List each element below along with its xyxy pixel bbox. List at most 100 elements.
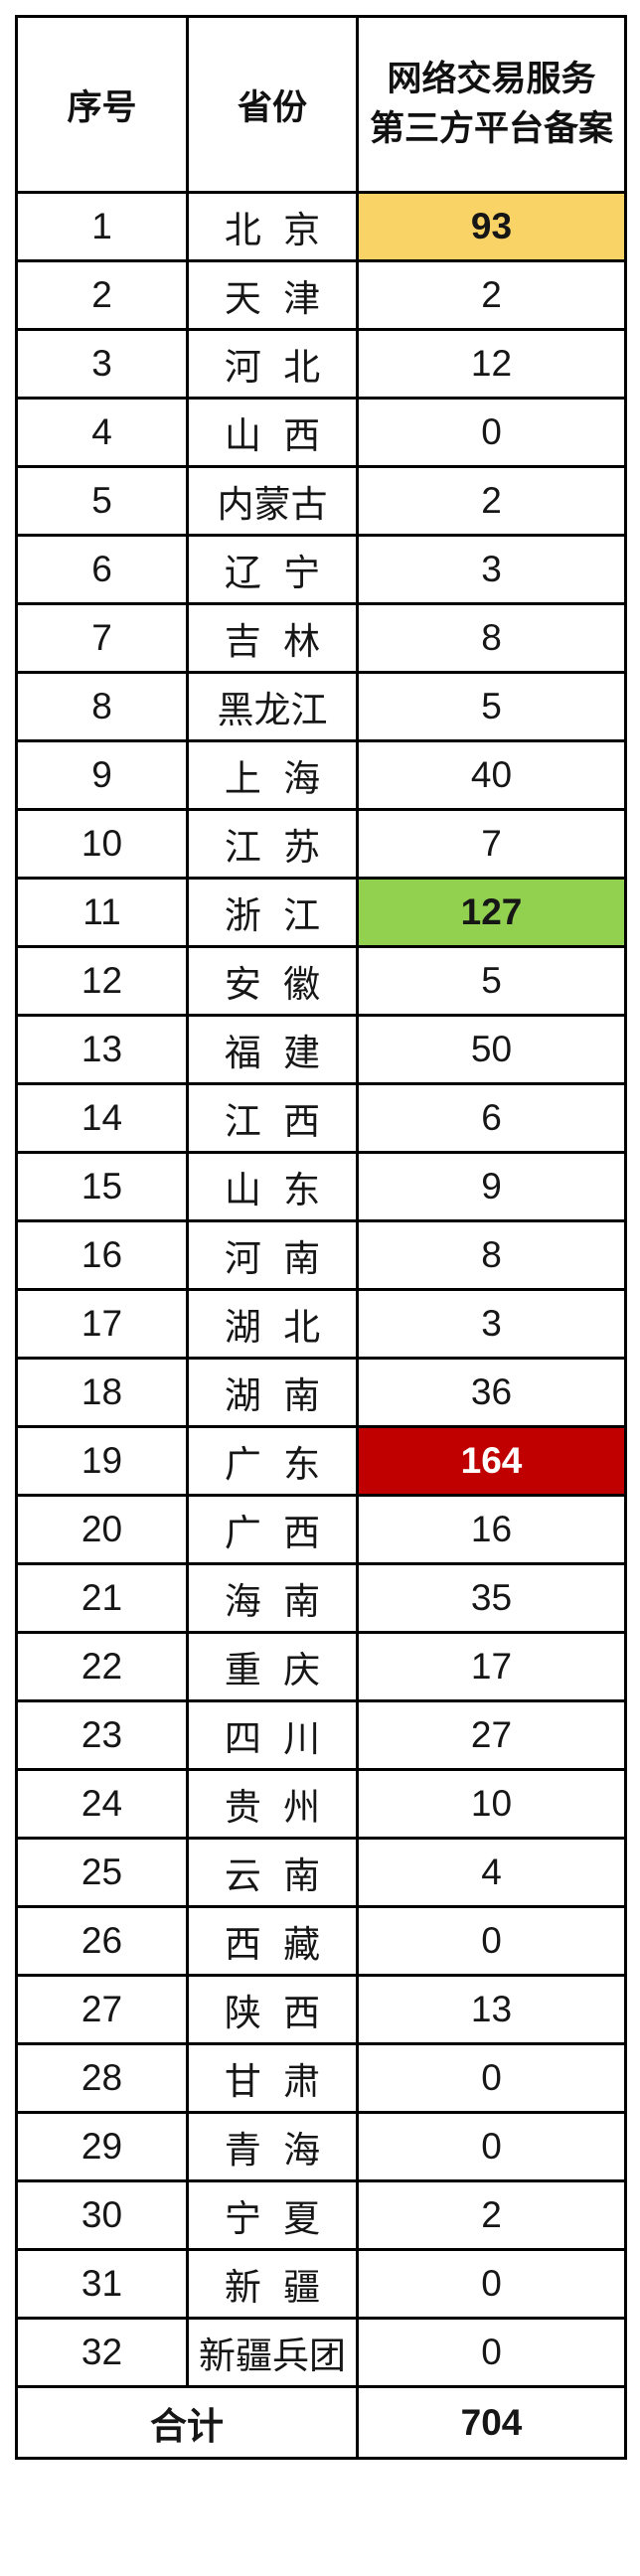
- table-row: 25 云 南 4: [15, 1837, 627, 1908]
- row-province: 上 海: [186, 739, 359, 811]
- row-province: 山 东: [186, 1151, 359, 1222]
- row-province: 安 徽: [186, 945, 359, 1017]
- total-row: 合计 704: [15, 2385, 627, 2460]
- row-province: 河 北: [186, 328, 359, 400]
- table-row: 15 山 东 9: [15, 1151, 627, 1222]
- total-label: 合计: [15, 2385, 359, 2460]
- row-province: 甘 肃: [186, 2042, 359, 2114]
- row-seq: 32: [15, 2317, 189, 2388]
- row-value: 5: [356, 671, 627, 742]
- row-seq: 28: [15, 2042, 189, 2114]
- row-seq: 3: [15, 328, 189, 400]
- table-row: 8 黑龙江 5: [15, 671, 627, 742]
- table-row: 2 天 津 2: [15, 259, 627, 331]
- row-province: 重 庆: [186, 1631, 359, 1702]
- row-value: 10: [356, 1768, 627, 1840]
- row-value: 8: [356, 1219, 627, 1291]
- col-header-filing-count: 网络交易服务 第三方平台备案: [356, 15, 627, 194]
- row-province: 江 苏: [186, 808, 359, 880]
- row-value: 9: [356, 1151, 627, 1222]
- row-seq: 7: [15, 602, 189, 674]
- row-province: 辽 宁: [186, 534, 359, 605]
- row-value: 17: [356, 1631, 627, 1702]
- row-value: 16: [356, 1494, 627, 1565]
- row-value: 4: [356, 1837, 627, 1908]
- row-value: 164: [356, 1425, 627, 1497]
- table-row: 19 广 东 164: [15, 1425, 627, 1497]
- row-seq: 5: [15, 465, 189, 537]
- table-row: 30 宁 夏 2: [15, 2179, 627, 2251]
- total-value: 704: [356, 2385, 627, 2460]
- row-province: 江 西: [186, 1082, 359, 1154]
- row-seq: 23: [15, 1699, 189, 1771]
- row-value: 127: [356, 877, 627, 948]
- row-province: 黑龙江: [186, 671, 359, 742]
- table-row: 23 四 川 27: [15, 1699, 627, 1771]
- row-province: 湖 北: [186, 1288, 359, 1360]
- row-province: 天 津: [186, 259, 359, 331]
- table-row: 29 青 海 0: [15, 2111, 627, 2182]
- row-value: 2: [356, 465, 627, 537]
- table-row: 27 陕 西 13: [15, 1974, 627, 2045]
- row-value: 0: [356, 2248, 627, 2320]
- table-row: 24 贵 州 10: [15, 1768, 627, 1840]
- row-seq: 8: [15, 671, 189, 742]
- row-value: 35: [356, 1562, 627, 1634]
- row-province: 云 南: [186, 1837, 359, 1908]
- province-filing-table: 序号 省份 网络交易服务 第三方平台备案 1 北 京 93 2 天 津 2 3 …: [15, 15, 627, 2460]
- row-province: 海 南: [186, 1562, 359, 1634]
- row-seq: 4: [15, 397, 189, 468]
- row-seq: 26: [15, 1905, 189, 1977]
- row-value: 3: [356, 534, 627, 605]
- row-seq: 13: [15, 1014, 189, 1085]
- row-province: 河 南: [186, 1219, 359, 1291]
- row-seq: 14: [15, 1082, 189, 1154]
- row-province: 陕 西: [186, 1974, 359, 2045]
- row-province: 广 东: [186, 1425, 359, 1497]
- row-seq: 2: [15, 259, 189, 331]
- table-body: 1 北 京 93 2 天 津 2 3 河 北 12 4 山 西 0 5 内蒙古 …: [15, 191, 627, 2388]
- row-seq: 31: [15, 2248, 189, 2320]
- table-row: 7 吉 林 8: [15, 602, 627, 674]
- col-header-seq: 序号: [15, 15, 189, 194]
- row-seq: 11: [15, 877, 189, 948]
- table-row: 11 浙 江 127: [15, 877, 627, 948]
- row-value: 0: [356, 2317, 627, 2388]
- table-row: 17 湖 北 3: [15, 1288, 627, 1360]
- row-seq: 12: [15, 945, 189, 1017]
- row-province: 新 疆: [186, 2248, 359, 2320]
- table-row: 1 北 京 93: [15, 191, 627, 262]
- row-seq: 22: [15, 1631, 189, 1702]
- table-row: 21 海 南 35: [15, 1562, 627, 1634]
- row-value: 0: [356, 1905, 627, 1977]
- row-seq: 21: [15, 1562, 189, 1634]
- row-value: 8: [356, 602, 627, 674]
- row-province: 西 藏: [186, 1905, 359, 1977]
- row-value: 13: [356, 1974, 627, 2045]
- table-header: 序号 省份 网络交易服务 第三方平台备案: [15, 15, 627, 194]
- row-seq: 15: [15, 1151, 189, 1222]
- table-row: 28 甘 肃 0: [15, 2042, 627, 2114]
- table-row: 31 新 疆 0: [15, 2248, 627, 2320]
- row-seq: 16: [15, 1219, 189, 1291]
- row-province: 山 西: [186, 397, 359, 468]
- row-province: 贵 州: [186, 1768, 359, 1840]
- row-province: 青 海: [186, 2111, 359, 2182]
- row-value: 50: [356, 1014, 627, 1085]
- row-value: 0: [356, 2111, 627, 2182]
- row-province: 北 京: [186, 191, 359, 262]
- row-value: 2: [356, 259, 627, 331]
- row-seq: 27: [15, 1974, 189, 2045]
- row-seq: 6: [15, 534, 189, 605]
- row-seq: 18: [15, 1357, 189, 1428]
- row-value: 5: [356, 945, 627, 1017]
- row-seq: 20: [15, 1494, 189, 1565]
- row-province: 内蒙古: [186, 465, 359, 537]
- row-value: 36: [356, 1357, 627, 1428]
- row-value: 93: [356, 191, 627, 262]
- row-province: 宁 夏: [186, 2179, 359, 2251]
- table-row: 20 广 西 16: [15, 1494, 627, 1565]
- table-row: 5 内蒙古 2: [15, 465, 627, 537]
- row-province: 吉 林: [186, 602, 359, 674]
